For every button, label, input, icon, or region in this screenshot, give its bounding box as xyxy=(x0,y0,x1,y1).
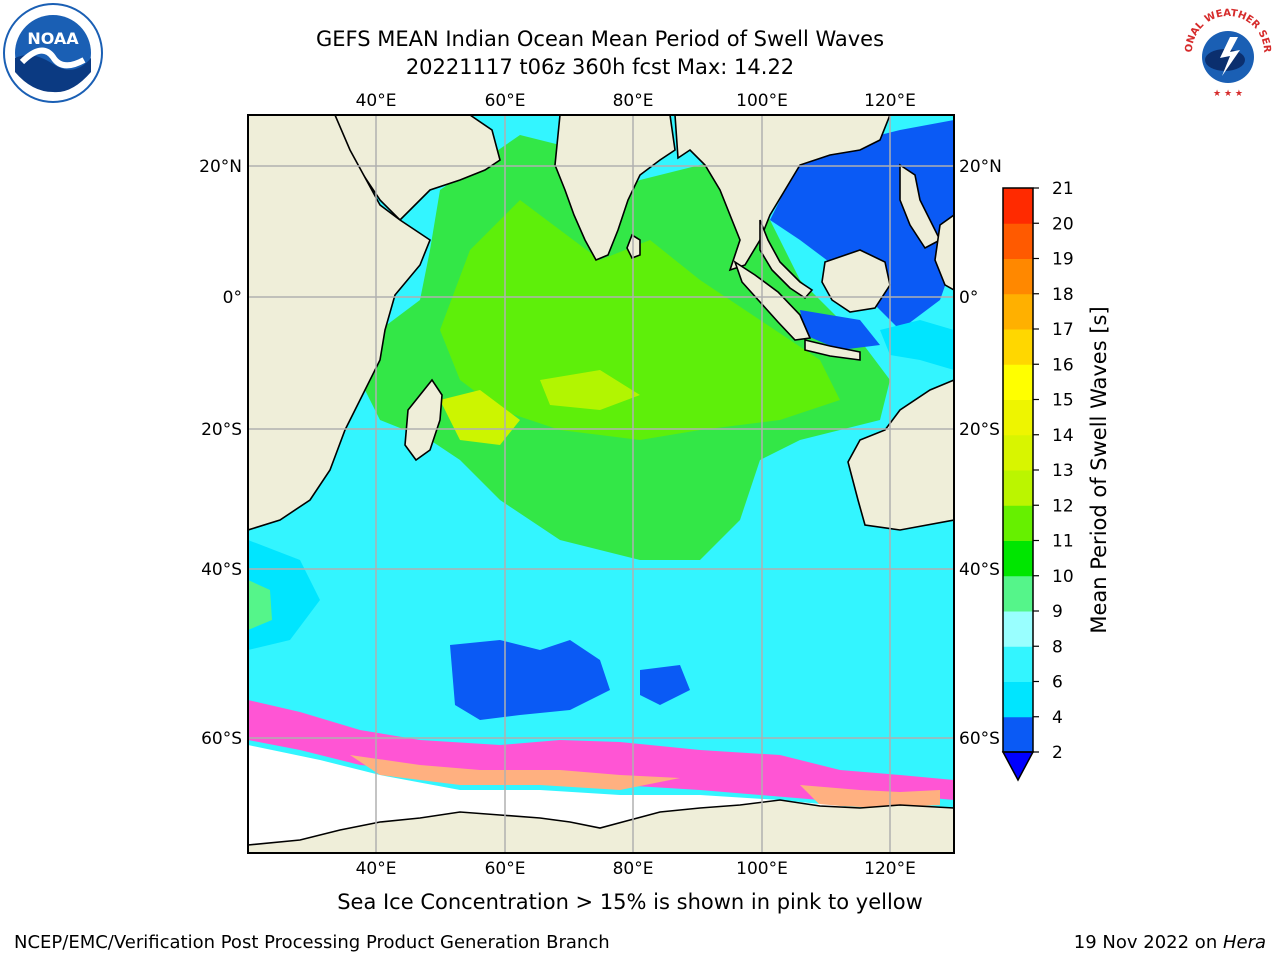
colorbar-tick-label: 21 xyxy=(1052,179,1074,199)
left-lat-label: 40°S xyxy=(201,560,242,580)
left-lat-label: 0° xyxy=(223,288,242,308)
colorbar-segment xyxy=(1003,188,1033,224)
left-lat-label: 20°S xyxy=(201,420,242,440)
right-lat-label: 60°S xyxy=(959,729,1000,749)
footer-date: 19 Nov 2022 on Hera xyxy=(1074,932,1266,953)
colorbar-tick-label: 20 xyxy=(1052,214,1074,234)
left-latitude-labels: 20°N 0° 20°S 40°S 60°S xyxy=(199,157,242,749)
colorbar-label: Mean Period of Swell Waves [s] xyxy=(1087,306,1111,633)
bottom-lon-label: 100°E xyxy=(736,859,788,879)
bottom-lon-label: 120°E xyxy=(864,859,916,879)
bottom-longitude-labels: 40°E 60°E 80°E 100°E 120°E xyxy=(356,859,916,879)
colorbar-tick-label: 2 xyxy=(1052,743,1063,763)
svg-text:★ ★ ★: ★ ★ ★ xyxy=(1213,89,1243,99)
colorbar-segment xyxy=(1003,258,1033,295)
land-masses xyxy=(248,115,954,853)
colorbar-segment xyxy=(1003,646,1033,682)
colorbar-segment xyxy=(1003,293,1033,330)
colorbar-tick-label: 4 xyxy=(1052,708,1063,728)
swell-region-darkblue-south xyxy=(450,640,610,720)
colorbar-segment xyxy=(1003,681,1033,718)
colorbar-tick-label: 9 xyxy=(1052,602,1063,622)
colorbar-tick-label: 18 xyxy=(1052,285,1074,305)
map-grid xyxy=(248,115,954,853)
colorbar-extend-arrow xyxy=(1001,751,1035,782)
colorbar-segment xyxy=(1003,540,1033,577)
colorbar: 2 4 6 8 9 10 11 12 13 14 15 16 17 18 19 20 21 xyxy=(1001,179,1074,782)
colorbar-segment xyxy=(1003,399,1033,436)
right-lat-label: 20°S xyxy=(959,420,1000,440)
colorbar-segment xyxy=(1003,505,1033,541)
colorbar-tick-label: 17 xyxy=(1052,320,1074,340)
sea-ice-band xyxy=(248,700,954,800)
colorbar-tick-label: 15 xyxy=(1052,391,1074,411)
top-lon-label: 60°E xyxy=(485,91,526,111)
colorbar-tick-label: 14 xyxy=(1052,426,1074,446)
colorbar-segment xyxy=(1003,434,1033,471)
colorbar-segment xyxy=(1003,470,1033,506)
top-lon-label: 120°E xyxy=(864,91,916,111)
right-lat-label: 20°N xyxy=(959,157,1002,177)
swell-region-yellow xyxy=(440,390,520,445)
colorbar-tick-label: 16 xyxy=(1052,355,1074,375)
noaa-logo-text: NOAA xyxy=(27,29,79,48)
top-lon-label: 80°E xyxy=(613,91,654,111)
left-lat-label: 60°S xyxy=(201,729,242,749)
left-lat-label: 20°N xyxy=(199,157,242,177)
colorbar-segment xyxy=(1003,364,1033,400)
colorbar-tick-label: 6 xyxy=(1052,673,1063,693)
colorbar-segment xyxy=(1003,611,1033,647)
nws-logo-icon: NATIONAL WEATHER SERVICE ★ ★ ★ xyxy=(1178,2,1276,100)
colorbar-segment xyxy=(1003,223,1033,259)
bottom-lon-label: 80°E xyxy=(613,859,654,879)
sea-ice-note: Sea Ice Concentration > 15% is shown in … xyxy=(337,890,923,914)
colorbar-segment xyxy=(1003,329,1033,365)
top-lon-label: 100°E xyxy=(736,91,788,111)
bottom-lon-label: 40°E xyxy=(356,859,397,879)
right-lat-label: 0° xyxy=(959,288,978,308)
footer-host: Hera xyxy=(1222,932,1266,953)
colorbar-tick-label: 13 xyxy=(1052,461,1074,481)
noaa-logo-icon: NOAA xyxy=(3,3,103,103)
right-lat-label: 40°S xyxy=(959,560,1000,580)
map-frame xyxy=(247,114,955,854)
chart-title: GEFS MEAN Indian Ocean Mean Period of Sw… xyxy=(315,27,885,51)
chart-subtitle-forecast: 20221117 t06z 360h fcst Max: 14.22 xyxy=(405,55,795,79)
colorbar-segment xyxy=(1003,575,1033,612)
top-longitude-labels: 40°E 60°E 80°E 100°E 120°E xyxy=(356,91,916,111)
colorbar-tick-label: 19 xyxy=(1052,250,1074,270)
colorbar-tick-label: 10 xyxy=(1052,567,1074,587)
footer-credit: NCEP/EMC/Verification Post Processing Pr… xyxy=(14,932,610,953)
colorbar-tick-label: 11 xyxy=(1052,532,1074,552)
colorbar-tick-label: 8 xyxy=(1052,637,1063,657)
colorbar-segment xyxy=(1003,716,1033,753)
right-latitude-labels: 20°N 0° 20°S 40°S 60°S xyxy=(959,157,1002,749)
top-lon-label: 40°E xyxy=(356,91,397,111)
footer-date-text: 19 Nov 2022 on xyxy=(1073,932,1223,953)
colorbar-tick-label: 12 xyxy=(1052,496,1074,516)
map-area xyxy=(248,115,954,853)
bottom-lon-label: 60°E xyxy=(485,859,526,879)
